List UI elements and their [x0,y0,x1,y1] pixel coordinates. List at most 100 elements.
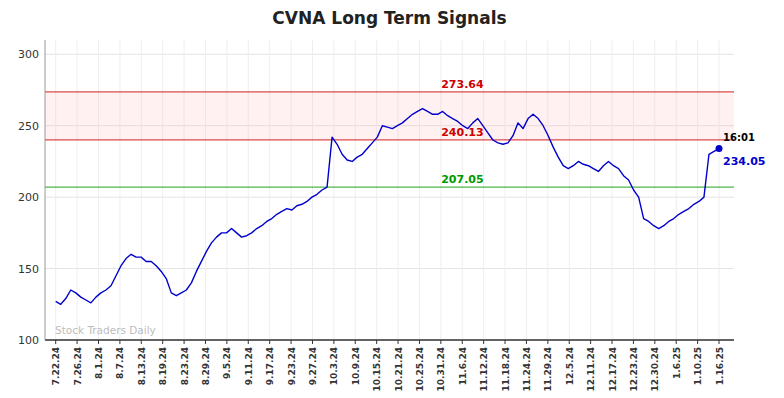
x-tick-label: 12.17.24 [608,347,618,391]
x-tick [77,340,78,344]
x-tick-label: 10.21.24 [394,347,404,391]
x-tick [526,340,527,344]
x-tick [248,340,249,344]
grid-line-x [612,40,613,340]
x-tick-label: 10.15.24 [372,347,382,391]
grid-line-x [590,40,591,340]
x-tick-label: 11.6.24 [458,347,468,385]
grid-line-x [248,40,249,340]
grid-line-x [526,40,527,340]
x-tick [697,340,698,344]
x-tick-label: 8.19.24 [158,347,168,385]
x-tick [55,340,56,344]
x-tick-label: 9.23.24 [287,347,297,385]
x-tick-label: 9.27.24 [308,347,318,385]
x-tick [440,340,441,344]
x-axis-line [45,339,734,341]
x-tick-label: 10.9.24 [351,347,361,385]
grid-line-y [45,340,734,341]
x-tick-label: 9.5.24 [222,347,232,379]
y-tick-label: 200 [18,191,39,204]
x-tick-label: 10.3.24 [329,347,339,385]
reference-label: 240.13 [441,126,483,139]
grid-line-x [697,40,698,340]
y-tick-label: 150 [18,263,39,276]
chart: CVNA Long Term Signals 100 150 200 250 300 7.2… [0,0,784,398]
x-tick [398,340,399,344]
x-tick [205,340,206,344]
reference-label: 207.05 [441,173,483,186]
price-line [56,109,719,305]
reference-label: 273.64 [441,78,484,91]
grid-line-x [55,40,56,340]
grid-line-x [333,40,334,340]
y-tick-label: 100 [18,334,39,347]
x-tick [333,340,334,344]
grid-line-x [184,40,185,340]
x-tick [355,340,356,344]
grid-line-x [505,40,506,340]
x-tick-label: 1.10.25 [693,347,703,385]
grid [45,40,734,340]
plot-area [45,92,734,304]
x-tick-label: 12.23.24 [629,347,639,391]
x-tick-label: 8.7.24 [115,347,125,379]
x-tick [291,340,292,344]
x-tick-label: 9.17.24 [265,347,275,385]
x-tick [462,340,463,344]
reference-line [45,186,734,187]
x-tick [269,340,270,344]
reference-line [45,91,734,92]
grid-line-y [45,268,734,269]
last-point [716,145,723,152]
grid-line-x [569,40,570,340]
grid-line-x [291,40,292,340]
grid-line-x [205,40,206,340]
x-tick-label: 12.11.24 [586,347,596,391]
grid-line-x [141,40,142,340]
x-tick-label: 11.12.24 [479,347,489,391]
grid-line-y [45,197,734,198]
grid-line-x [312,40,313,340]
x-tick [590,340,591,344]
grid-line-x [269,40,270,340]
grid-line-x [719,40,720,340]
resistance-band [45,92,734,140]
grid-line-x [355,40,356,340]
y-tick-label: 300 [18,48,39,61]
grid-line-x [547,40,548,340]
x-tick [569,340,570,344]
x-tick-label: 7.22.24 [51,347,61,385]
x-tick [312,340,313,344]
x-tick [483,340,484,344]
grid-line-x [398,40,399,340]
x-tick [119,340,120,344]
grid-line-x [676,40,677,340]
x-tick-label: 8.13.24 [137,347,147,385]
x-tick-label: 10.25.24 [415,347,425,391]
grid-line-x [162,40,163,340]
x-tick-label: 1.16.25 [715,347,725,385]
title: CVNA Long Term Signals [272,8,506,28]
x-tick [719,340,720,344]
y-tick-label: 250 [18,120,39,133]
x-tick-label: 7.26.24 [73,347,83,385]
x-tick [612,340,613,344]
x-tick-label: 10.31.24 [436,347,446,391]
x-tick [141,340,142,344]
x-tick-label: 11.29.24 [543,347,553,391]
x-tick-label: 11.24.24 [522,347,532,391]
x-tick-label: 11.18.24 [501,347,511,391]
x-tick [184,340,185,344]
x-tick [633,340,634,344]
x-tick-label: 8.23.24 [180,347,190,385]
y-axis-line [45,40,46,340]
grid-line-y [45,54,734,55]
x-tick [419,340,420,344]
x-tick [547,340,548,344]
grid-line-x [419,40,420,340]
last-price-label: 234.05 [723,155,765,168]
x-tick-label: 1.6.25 [672,347,682,379]
grid-line-x [119,40,120,340]
x-tick-label: 8.29.24 [201,347,211,385]
